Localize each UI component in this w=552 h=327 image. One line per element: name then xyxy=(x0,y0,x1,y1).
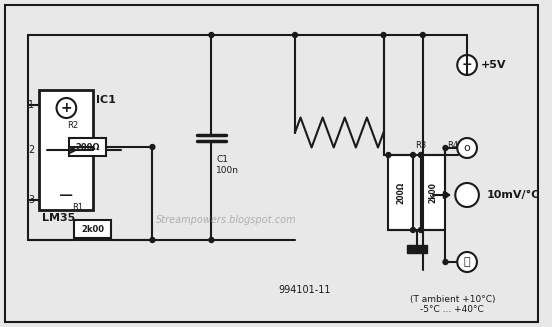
Text: 2k00: 2k00 xyxy=(81,225,104,233)
Text: 2: 2 xyxy=(28,145,34,155)
Text: R1: R1 xyxy=(72,203,83,212)
Text: ⏚: ⏚ xyxy=(464,257,470,267)
Circle shape xyxy=(293,32,298,38)
Text: +5V: +5V xyxy=(481,60,506,70)
Text: LM35: LM35 xyxy=(43,213,76,223)
Circle shape xyxy=(457,55,477,75)
Circle shape xyxy=(150,145,155,149)
Circle shape xyxy=(411,228,416,232)
Circle shape xyxy=(418,228,423,232)
Bar xyxy=(389,155,413,230)
Text: R3: R3 xyxy=(415,141,426,150)
Text: R4: R4 xyxy=(448,141,459,150)
Bar xyxy=(74,220,111,238)
Circle shape xyxy=(381,32,386,38)
Circle shape xyxy=(455,183,479,207)
Circle shape xyxy=(150,237,155,243)
Text: 200Ω: 200Ω xyxy=(396,181,405,204)
Text: 1: 1 xyxy=(28,100,34,110)
Circle shape xyxy=(209,32,214,38)
Bar xyxy=(39,90,93,210)
Text: +: + xyxy=(61,101,72,115)
Circle shape xyxy=(386,152,391,158)
Circle shape xyxy=(457,252,477,272)
Circle shape xyxy=(411,152,416,158)
Circle shape xyxy=(443,260,448,265)
Text: 10mV/°C: 10mV/°C xyxy=(487,190,540,200)
Circle shape xyxy=(443,193,448,198)
Text: (T ambient +10°C)
-5°C ... +40°C: (T ambient +10°C) -5°C ... +40°C xyxy=(410,295,495,314)
Text: 994101-11: 994101-11 xyxy=(279,285,331,295)
Circle shape xyxy=(443,146,448,150)
Circle shape xyxy=(421,32,425,38)
Circle shape xyxy=(209,237,214,243)
Text: R2: R2 xyxy=(67,121,78,130)
Text: C1
100n: C1 100n xyxy=(216,156,240,175)
Text: +: + xyxy=(462,59,473,72)
Bar xyxy=(421,155,445,230)
Text: o: o xyxy=(464,143,470,153)
Text: Streampowers.blogspot.com: Streampowers.blogspot.com xyxy=(156,215,296,225)
Bar xyxy=(69,138,106,156)
Circle shape xyxy=(418,152,423,158)
Text: −: − xyxy=(58,185,75,204)
Text: IC1: IC1 xyxy=(97,95,116,105)
Text: 200Ω: 200Ω xyxy=(75,143,100,151)
Bar xyxy=(407,245,427,253)
Text: 3: 3 xyxy=(28,195,34,205)
Circle shape xyxy=(457,138,477,158)
Circle shape xyxy=(56,98,76,118)
Text: 2k00: 2k00 xyxy=(429,182,438,203)
